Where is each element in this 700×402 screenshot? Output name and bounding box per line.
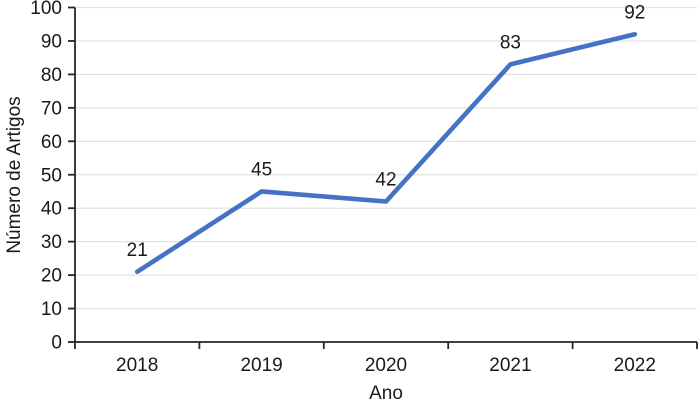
data-label: 92: [624, 2, 645, 23]
y-tick-label: 30: [41, 232, 62, 253]
y-tick-label: 10: [41, 299, 62, 320]
x-tick-label: 2020: [365, 355, 407, 376]
series-line: [134, 31, 638, 275]
y-tick-label: 40: [41, 199, 62, 220]
data-label: 42: [375, 170, 396, 191]
x-tick-label: 2019: [240, 355, 282, 376]
y-tick-label: 60: [41, 132, 62, 153]
x-tick-label: 2021: [489, 355, 531, 376]
x-tick-label: 2018: [116, 355, 158, 376]
y-tick-label: 0: [51, 333, 62, 354]
y-tick-label: 20: [41, 266, 62, 287]
data-label: 83: [500, 32, 521, 53]
x-tick-label: 2022: [614, 355, 656, 376]
y-tick-label: 90: [41, 31, 62, 52]
data-label: 45: [251, 159, 272, 180]
y-tick-label: 100: [30, 0, 62, 19]
data-label: 21: [127, 240, 148, 261]
y-axis-title: Número de Artigos: [4, 96, 25, 254]
y-tick-label: 50: [41, 165, 62, 186]
y-tick-label: 70: [41, 98, 62, 119]
x-axis-title: Ano: [369, 383, 403, 402]
y-tick-label: 80: [41, 65, 62, 86]
